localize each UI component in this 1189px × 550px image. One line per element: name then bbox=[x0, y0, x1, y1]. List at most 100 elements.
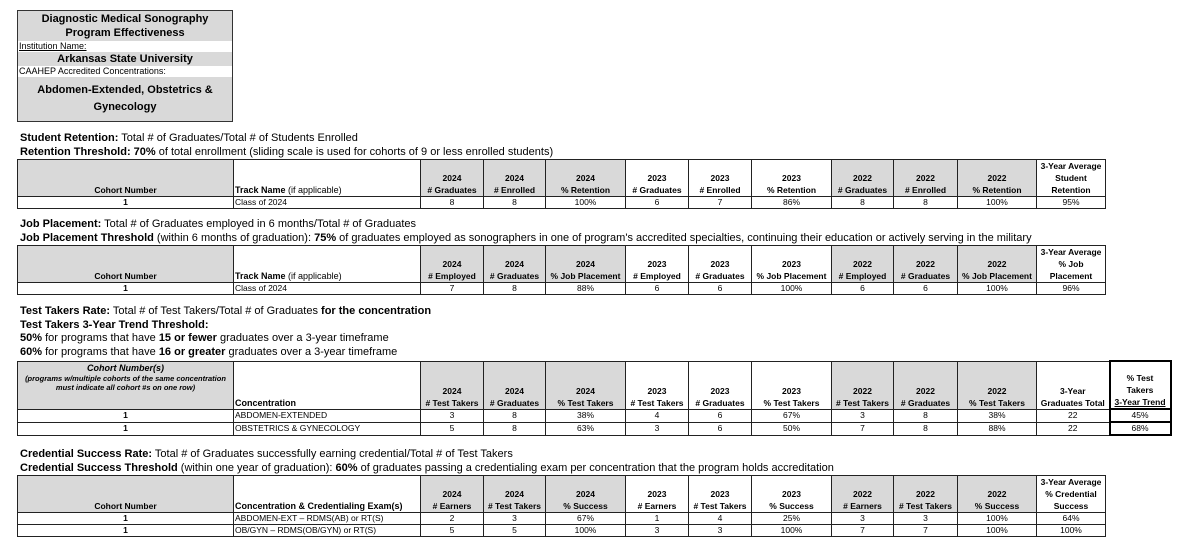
header-label: Cohort Number bbox=[94, 185, 157, 195]
cohort-cell: 1 bbox=[17, 282, 234, 295]
value-cell: 3 bbox=[420, 408, 484, 423]
header-label: 2022 % Success bbox=[974, 489, 1020, 511]
header-label: 2023 % Test Takers bbox=[763, 385, 820, 408]
header-label: 2024 % Retention bbox=[560, 173, 611, 195]
placement-definition: Job Placement: Total # of Graduates empl… bbox=[20, 218, 417, 230]
header-label: 2022 # Graduates bbox=[900, 259, 951, 281]
credential-definition: Credential Success Rate: Total # of Grad… bbox=[20, 448, 513, 460]
value-cell: 8 bbox=[483, 282, 546, 295]
program-info-box: Diagnostic Medical Sonography Program Ef… bbox=[17, 10, 233, 122]
column-header: 2022 # Test Takers bbox=[831, 360, 894, 410]
column-header: Cohort Number(s) (programs w/multiple coh… bbox=[17, 360, 234, 410]
header-label: 2022 # Test Takers bbox=[835, 385, 890, 408]
value-cell: 5 bbox=[420, 421, 484, 436]
column-header: 2022 # Earners bbox=[831, 475, 894, 513]
institution-label: Institution Name: bbox=[18, 41, 232, 52]
trend-header-line: Takers bbox=[1126, 385, 1154, 395]
column-header: 2022 # Graduates bbox=[893, 360, 958, 410]
value-cell: 96% bbox=[1036, 282, 1106, 295]
name-cell: Class of 2024 bbox=[233, 196, 421, 209]
trend-header-line: % Test bbox=[1126, 373, 1154, 383]
value-cell: 8 bbox=[893, 421, 958, 436]
value-cell: 38% bbox=[957, 408, 1037, 423]
header-label: 2022 # Employed bbox=[838, 259, 887, 281]
value-cell: 3 bbox=[625, 421, 689, 436]
column-header: 2022 % Test Takers bbox=[957, 360, 1037, 410]
column-header: 3-Year Average % Job Placement bbox=[1036, 245, 1106, 283]
placement-threshold: Job Placement Threshold (within 6 months… bbox=[20, 232, 1032, 244]
value-cell: 100% bbox=[957, 524, 1037, 537]
value-cell: 8 bbox=[831, 196, 894, 209]
header-label: Cohort Number bbox=[94, 271, 157, 281]
header-label: 2024 # Graduates bbox=[489, 385, 540, 408]
column-header: 2024 # Graduates bbox=[483, 360, 546, 410]
column-header: 2024 # Earners bbox=[420, 475, 484, 513]
header-row: Cohort Number Track Name (if applicable) 2… bbox=[17, 245, 1106, 283]
column-header: 2024 % Test Takers bbox=[545, 360, 626, 410]
header-label: 2024 # Test Takers bbox=[487, 489, 542, 511]
column-header: 2023 # Graduates bbox=[688, 245, 752, 283]
header-label: 2024 # Earners bbox=[432, 489, 472, 511]
value-cell: 5 bbox=[420, 524, 484, 537]
column-header: Track Name (if applicable) bbox=[233, 159, 421, 197]
value-cell: 22 bbox=[1036, 421, 1110, 436]
value-cell: 100% bbox=[957, 282, 1037, 295]
retention-table: Cohort Number Track Name (if applicable) 2… bbox=[17, 159, 1106, 209]
value-cell: 100% bbox=[545, 196, 626, 209]
column-header: 2022 # Graduates bbox=[831, 159, 894, 197]
value-cell: 100% bbox=[957, 512, 1037, 525]
header-label: 2024 % Success bbox=[563, 489, 608, 511]
column-header: 2023 # Graduates bbox=[688, 360, 752, 410]
value-cell: 45% bbox=[1108, 408, 1172, 423]
column-header: 2024 % Success bbox=[545, 475, 626, 513]
column-header: Track Name (if applicable) bbox=[233, 245, 421, 283]
value-cell: 25% bbox=[751, 512, 832, 525]
value-cell: 7 bbox=[831, 524, 894, 537]
value-cell: 3 bbox=[831, 408, 894, 423]
cohort-cell: 1 bbox=[17, 524, 234, 537]
value-cell: 100% bbox=[957, 196, 1037, 209]
column-header: 2022 # Enrolled bbox=[893, 159, 958, 197]
header-label: 2023 # Test Takers bbox=[630, 385, 684, 408]
value-cell: 7 bbox=[688, 196, 752, 209]
header-label: 2022 % Job Placement bbox=[962, 259, 1032, 281]
header-label: 2023 # Graduates bbox=[695, 259, 745, 281]
header-label: Concentration & Credentialing Exam(s) bbox=[235, 501, 403, 511]
header-label: 2024 # Employed bbox=[428, 259, 476, 281]
value-cell: 3 bbox=[893, 512, 958, 525]
header-label: 2022 # Graduates bbox=[900, 385, 951, 408]
column-header: 2022 # Test Takers bbox=[893, 475, 958, 513]
value-cell: 100% bbox=[751, 524, 832, 537]
column-header: Concentration & Credentialing Exam(s) bbox=[233, 475, 421, 513]
name-cell: OB/GYN – RDMS(OB/GYN) or RT(S) bbox=[233, 524, 421, 537]
header-label: 3-Year Average % Credential Success bbox=[1040, 477, 1102, 511]
header-note: (if applicable) bbox=[285, 185, 342, 195]
placement-table: Cohort Number Track Name (if applicable) 2… bbox=[17, 245, 1106, 295]
cohort-cell: 1 bbox=[17, 196, 234, 209]
header-label: 2024 % Test Takers bbox=[557, 385, 614, 408]
institution-name: Arkansas State University bbox=[18, 52, 232, 66]
header-label: 2023 # Test Takers bbox=[693, 489, 747, 511]
header-row: Cohort Number Track Name (if applicable) 2… bbox=[17, 159, 1106, 197]
column-header: 2023 # Test Takers bbox=[688, 475, 752, 513]
cohort-cell: 1 bbox=[17, 512, 234, 525]
header-label: 2024 # Graduates bbox=[489, 259, 540, 281]
header-label: Cohort Number bbox=[94, 501, 157, 511]
header-label: 2024 # Enrolled bbox=[493, 173, 536, 195]
header-label: 2023 % Success bbox=[769, 489, 814, 511]
column-header: 2024 % Retention bbox=[545, 159, 626, 197]
header-label: 2023 % Retention bbox=[766, 173, 817, 195]
value-cell: 3 bbox=[831, 512, 894, 525]
value-cell: 7 bbox=[420, 282, 484, 295]
test-takers-threshold: Test Takers 3-Year Trend Threshold: bbox=[20, 319, 209, 331]
column-header: 2022 # Employed bbox=[831, 245, 894, 283]
value-cell: 6 bbox=[625, 196, 689, 209]
title-line-2: Program Effectiveness bbox=[65, 27, 185, 39]
name-cell: ABDOMEN-EXT – RDMS(AB) or RT(S) bbox=[233, 512, 421, 525]
name-cell: Class of 2024 bbox=[233, 282, 421, 295]
value-cell: 8 bbox=[483, 196, 546, 209]
header-label: 3-Year Average Student Retention bbox=[1040, 161, 1102, 195]
header-label: 2024 # Test Takers bbox=[425, 385, 479, 408]
value-cell: 6 bbox=[625, 282, 689, 295]
value-cell: 67% bbox=[545, 512, 626, 525]
